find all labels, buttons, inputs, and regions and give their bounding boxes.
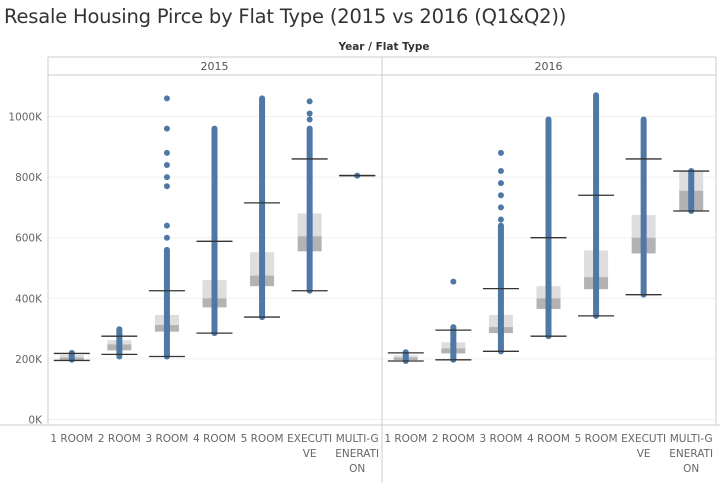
- y-tick-label-600K: 600K: [15, 233, 43, 245]
- y-tick-label-800K: 800K: [15, 172, 43, 184]
- x-tick-label-2015-2-0: 3 ROOM: [145, 433, 188, 445]
- column-header-label: Year / Flat Type: [338, 41, 430, 53]
- x-tick-label-2016-2-0: 3 ROOM: [479, 433, 522, 445]
- outlier-point-2015-executive-0: [306, 116, 313, 123]
- x-tick-label-2015-5-1: VE: [303, 448, 317, 460]
- y-tick-label-200K: 200K: [15, 354, 43, 366]
- outlier-point-2016-3-room-3: [497, 180, 504, 187]
- outlier-point-2015-executive-2: [306, 98, 313, 105]
- panel-label-2015: 2015: [201, 60, 229, 73]
- x-tick-label-2016-0-0: 1 ROOM: [384, 433, 427, 445]
- x-tick-label-2015-4-0: 5 ROOM: [241, 433, 284, 445]
- x-tick-label-2016-4-0: 5 ROOM: [575, 433, 618, 445]
- outlier-point-2015-3-room-7: [163, 95, 170, 102]
- x-tick-label-2015-6-2: ON: [349, 463, 365, 475]
- y-tick-label-400K: 400K: [15, 293, 43, 305]
- x-tick-label-2016-6-0: MULTI-G: [670, 433, 713, 445]
- x-tick-label-2015-6-1: ENERATI: [335, 448, 379, 460]
- x-tick-label-2015-6-0: MULTI-G: [336, 433, 379, 445]
- outlier-point-2015-3-room-3: [163, 174, 170, 181]
- x-tick-label-2015-5-0: EXECUTI: [287, 433, 332, 445]
- outlier-point-2016-3-room-5: [497, 149, 504, 156]
- outlier-point-2015-3-room-6: [163, 125, 170, 132]
- outlier-point-2016-3-room-1: [497, 204, 504, 211]
- outlier-point-2016-2-room-0: [450, 278, 457, 285]
- x-tick-label-2016-5-1: VE: [637, 448, 651, 460]
- outlier-point-2016-3-room-4: [497, 168, 504, 175]
- x-tick-label-2015-0-0: 1 ROOM: [50, 433, 93, 445]
- x-tick-label-2016-6-2: ON: [683, 463, 699, 475]
- outlier-point-2015-3-room-0: [163, 234, 170, 241]
- outlier-point-2016-3-room-0: [497, 216, 504, 223]
- x-tick-label-2016-5-0: EXECUTI: [621, 433, 666, 445]
- panel-label-2016: 2016: [535, 60, 563, 73]
- x-tick-label-2016-3-0: 4 ROOM: [527, 433, 570, 445]
- outlier-point-2015-3-room-5: [163, 149, 170, 156]
- outlier-point-2016-3-room-2: [497, 192, 504, 199]
- x-tick-label-2015-3-0: 4 ROOM: [193, 433, 236, 445]
- x-tick-label-2016-1-0: 2 ROOM: [432, 433, 475, 445]
- outlier-point-2015-executive-1: [306, 110, 313, 117]
- outlier-point-2015-3-room-1: [163, 222, 170, 229]
- y-tick-label-0K: 0K: [28, 415, 43, 427]
- x-tick-label-2015-1-0: 2 ROOM: [98, 433, 141, 445]
- y-tick-label-1000K: 1000K: [8, 112, 43, 124]
- outlier-point-2015-3-room-4: [163, 161, 170, 168]
- x-tick-label-2016-6-1: ENERATI: [669, 448, 713, 460]
- chart-title: Resale Housing Pirce by Flat Type (2015 …: [4, 5, 567, 28]
- outlier-point-2015-3-room-2: [163, 183, 170, 190]
